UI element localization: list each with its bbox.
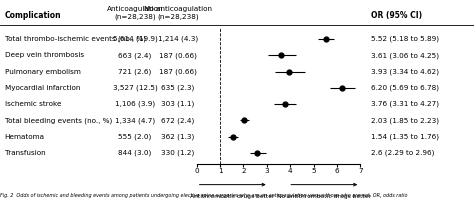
Text: 2.6 (2.29 to 2.96): 2.6 (2.29 to 2.96)	[371, 150, 434, 156]
Text: Ischemic stroke: Ischemic stroke	[5, 101, 61, 107]
Text: 3.61 (3.06 to 4.25): 3.61 (3.06 to 4.25)	[371, 52, 438, 59]
Text: 187 (0.66): 187 (0.66)	[159, 68, 197, 75]
Text: 1,214 (4.3): 1,214 (4.3)	[158, 36, 198, 42]
Text: Total thrombo-ischemic events (no., %): Total thrombo-ischemic events (no., %)	[5, 36, 146, 42]
Text: 5.52 (5.18 to 5.89): 5.52 (5.18 to 5.89)	[371, 36, 438, 42]
Text: Complication: Complication	[5, 11, 61, 20]
Text: 2.03 (1.85 to 2.23): 2.03 (1.85 to 2.23)	[371, 117, 438, 124]
Text: Antithrombotic drugs better: Antithrombotic drugs better	[191, 194, 275, 199]
Text: 362 (1.3): 362 (1.3)	[161, 133, 194, 140]
Text: 1.54 (1.35 to 1.76): 1.54 (1.35 to 1.76)	[371, 133, 438, 140]
Text: 663 (2.4): 663 (2.4)	[118, 52, 152, 59]
Text: Hematoma: Hematoma	[5, 134, 45, 139]
Text: No antithrombotic drugs better: No antithrombotic drugs better	[277, 194, 371, 199]
Text: 303 (1.1): 303 (1.1)	[161, 101, 194, 107]
Text: Fig. 2  Odds of ischemic and bleeding events among patients undergoing elective : Fig. 2 Odds of ischemic and bleeding eve…	[0, 193, 408, 198]
Text: 1,106 (3.9): 1,106 (3.9)	[115, 101, 155, 107]
Text: Pulmonary embolism: Pulmonary embolism	[5, 69, 81, 75]
Text: 721 (2.6): 721 (2.6)	[118, 68, 152, 75]
Text: 330 (1.2): 330 (1.2)	[161, 150, 194, 156]
Text: 555 (2.0): 555 (2.0)	[118, 133, 152, 140]
Text: 1,334 (4.7): 1,334 (4.7)	[115, 117, 155, 124]
Text: Total bleeding events (no., %): Total bleeding events (no., %)	[5, 117, 112, 124]
Text: 5,614 (19.9): 5,614 (19.9)	[113, 36, 157, 42]
Text: Transfusion: Transfusion	[5, 150, 46, 156]
Text: 635 (2.3): 635 (2.3)	[161, 85, 194, 91]
Text: 844 (3.0): 844 (3.0)	[118, 150, 152, 156]
Text: 3,527 (12.5): 3,527 (12.5)	[113, 85, 157, 91]
Text: 187 (0.66): 187 (0.66)	[159, 52, 197, 59]
Text: 3.93 (3.34 to 4.62): 3.93 (3.34 to 4.62)	[371, 68, 438, 75]
Text: Myocardial infarction: Myocardial infarction	[5, 85, 80, 91]
Text: 672 (2.4): 672 (2.4)	[161, 117, 194, 124]
Text: No anticoagulation
(n=28,238): No anticoagulation (n=28,238)	[144, 6, 212, 20]
Text: 6.20 (5.69 to 6.78): 6.20 (5.69 to 6.78)	[371, 85, 438, 91]
Text: 3.76 (3.31 to 4.27): 3.76 (3.31 to 4.27)	[371, 101, 438, 107]
Text: Anticoagulation
(n=28,238): Anticoagulation (n=28,238)	[107, 6, 164, 20]
Text: OR (95% CI): OR (95% CI)	[371, 11, 422, 20]
Text: Deep vein thrombosis: Deep vein thrombosis	[5, 53, 84, 59]
